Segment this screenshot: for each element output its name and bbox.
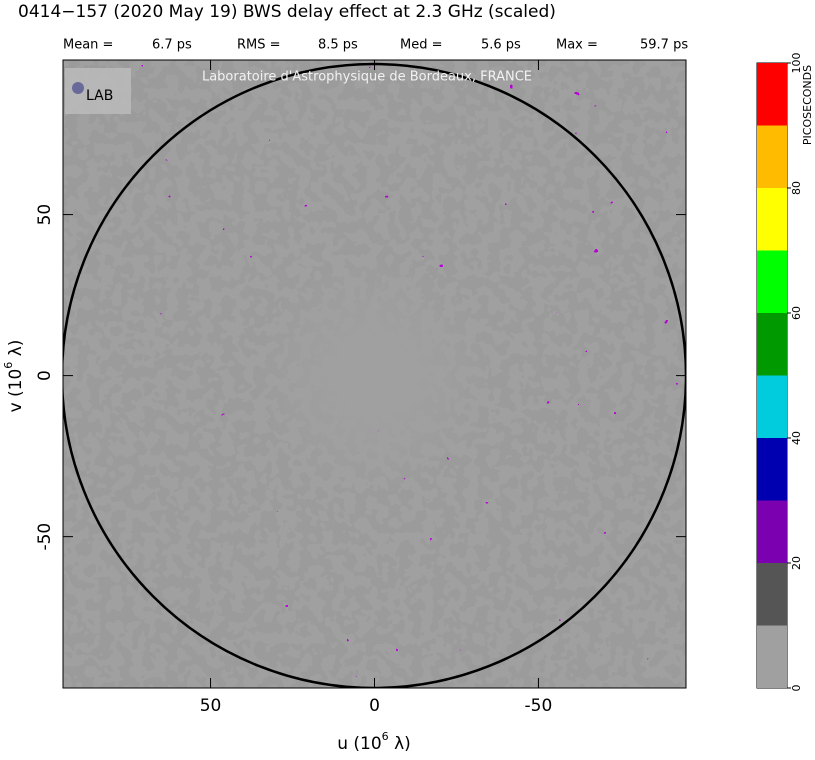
logo-text: LAB bbox=[86, 88, 113, 104]
colorbar-tick-label: 80 bbox=[790, 181, 803, 195]
y-tick-label: 50 bbox=[35, 204, 55, 226]
colorbar-segment bbox=[757, 625, 787, 688]
colorbar-tick-label: 100 bbox=[790, 53, 803, 74]
x-tick-label: -50 bbox=[525, 696, 553, 716]
colorbar-tick-label: 40 bbox=[790, 431, 803, 445]
colorbar-segment bbox=[757, 500, 787, 563]
stat-value: 6.7 ps bbox=[152, 38, 192, 53]
stat-value: 8.5 ps bbox=[318, 38, 358, 53]
texture bbox=[63, 60, 686, 688]
y-tick-label: -50 bbox=[35, 523, 55, 551]
colorbar-segment bbox=[757, 313, 787, 376]
stat-label: Med = bbox=[400, 38, 443, 53]
y-tick-label: 0 bbox=[35, 370, 55, 381]
colorbar-segment bbox=[757, 438, 787, 501]
uv-image bbox=[63, 60, 686, 688]
chart-title: 0414−157 (2020 May 19) BWS delay effect … bbox=[18, 2, 556, 22]
stat-label: Mean = bbox=[63, 38, 113, 53]
x-tick-label: 50 bbox=[200, 696, 222, 716]
x-tick-label: 0 bbox=[369, 696, 380, 716]
watermark: Laboratoire d'Astrophysique de Bordeaux,… bbox=[202, 70, 532, 85]
x-axis-label: u (106 λ) bbox=[337, 730, 411, 754]
colorbar-segment bbox=[757, 63, 787, 126]
colorbar-segment bbox=[757, 188, 787, 251]
colorbar-tick-label: 0 bbox=[790, 685, 803, 692]
colorbar-tick-label: 60 bbox=[790, 306, 803, 320]
stat-value: 5.6 ps bbox=[481, 38, 521, 53]
stat-label: RMS = bbox=[237, 38, 281, 53]
colorbar-tick-label: 20 bbox=[790, 556, 803, 570]
colorbar-label: PICOSECONDS bbox=[801, 65, 814, 145]
colorbar-segment bbox=[757, 125, 787, 188]
colorbar-segment bbox=[757, 563, 787, 626]
stat-label: Max = bbox=[556, 38, 598, 53]
colorbar-segment bbox=[757, 375, 787, 438]
y-axis-label: v (106 λ) bbox=[2, 340, 26, 413]
stat-value: 59.7 ps bbox=[640, 38, 688, 53]
logo: LAB bbox=[65, 68, 131, 114]
colorbar-segment bbox=[757, 250, 787, 313]
